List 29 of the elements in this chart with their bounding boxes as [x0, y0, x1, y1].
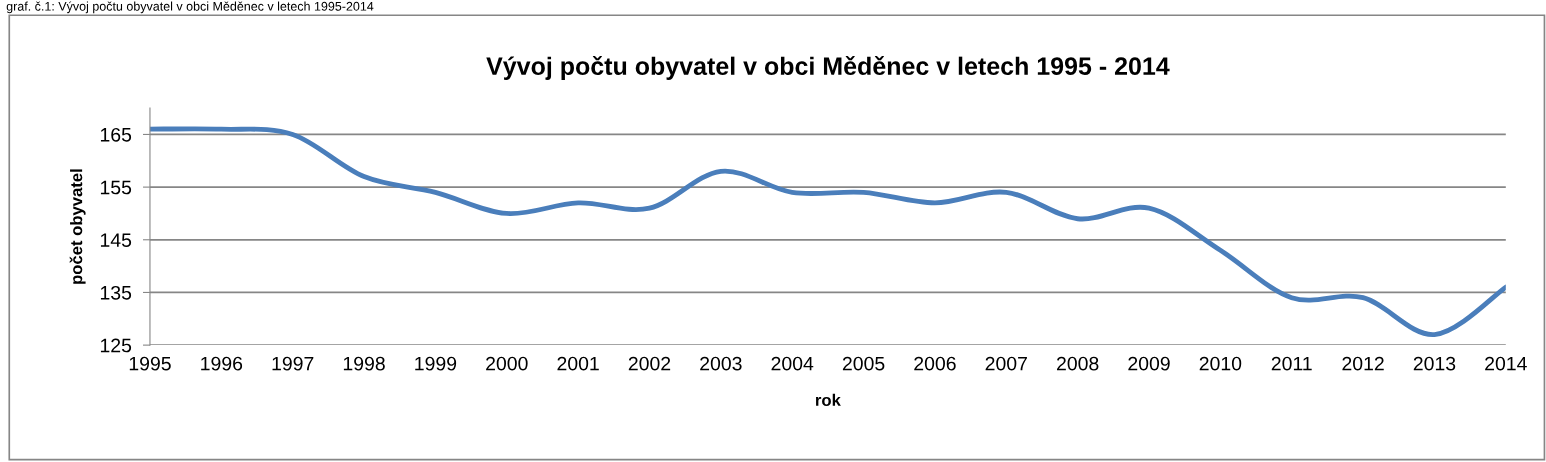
x-tick-label: 1996 [201, 356, 243, 371]
y-tick-label: 125 [100, 338, 132, 353]
x-tick-label: 2000 [486, 356, 528, 371]
x-tick-label: 2012 [1342, 356, 1384, 371]
x-tick-label: 2002 [628, 356, 671, 371]
x-tick-label: 2014 [1485, 356, 1527, 371]
y-tick-label: 155 [100, 180, 132, 195]
chart-title: Vývoj počtu obyvatel v obci Měděnec v letech 1995 - 2014 [486, 56, 1170, 80]
x-tick-label: 2011 [1271, 356, 1312, 371]
x-tick-label: 1997 [272, 356, 314, 371]
y-tick-label: 135 [100, 285, 132, 300]
x-tick-label: 1999 [415, 356, 457, 371]
y-tick-label: 165 [100, 127, 132, 142]
x-tick-label: 2001 [557, 356, 599, 371]
x-tick-label: 2004 [771, 356, 814, 371]
x-tick-label: 2008 [1057, 356, 1099, 371]
x-tick-label: 2005 [842, 356, 885, 371]
x-tick-label: 2010 [1199, 356, 1242, 371]
y-axis-title: počet obyvatel [69, 169, 86, 284]
x-tick-label: 2009 [1128, 356, 1170, 371]
y-tick-label: 145 [100, 233, 132, 248]
x-tick-label: 2003 [700, 356, 742, 371]
x-tick-label: 2013 [1413, 356, 1456, 371]
x-axis-title: rok [816, 393, 841, 407]
x-tick-label: 2006 [914, 356, 956, 371]
x-tick-label: 1998 [343, 356, 385, 371]
text: graf. č.1: Vývoj počtu obyvatel v obci Měděnec v letech 1995-2014 [6, 1, 374, 14]
x-tick-label: 2007 [985, 356, 1027, 371]
x-tick-label: 1995 [129, 356, 171, 371]
